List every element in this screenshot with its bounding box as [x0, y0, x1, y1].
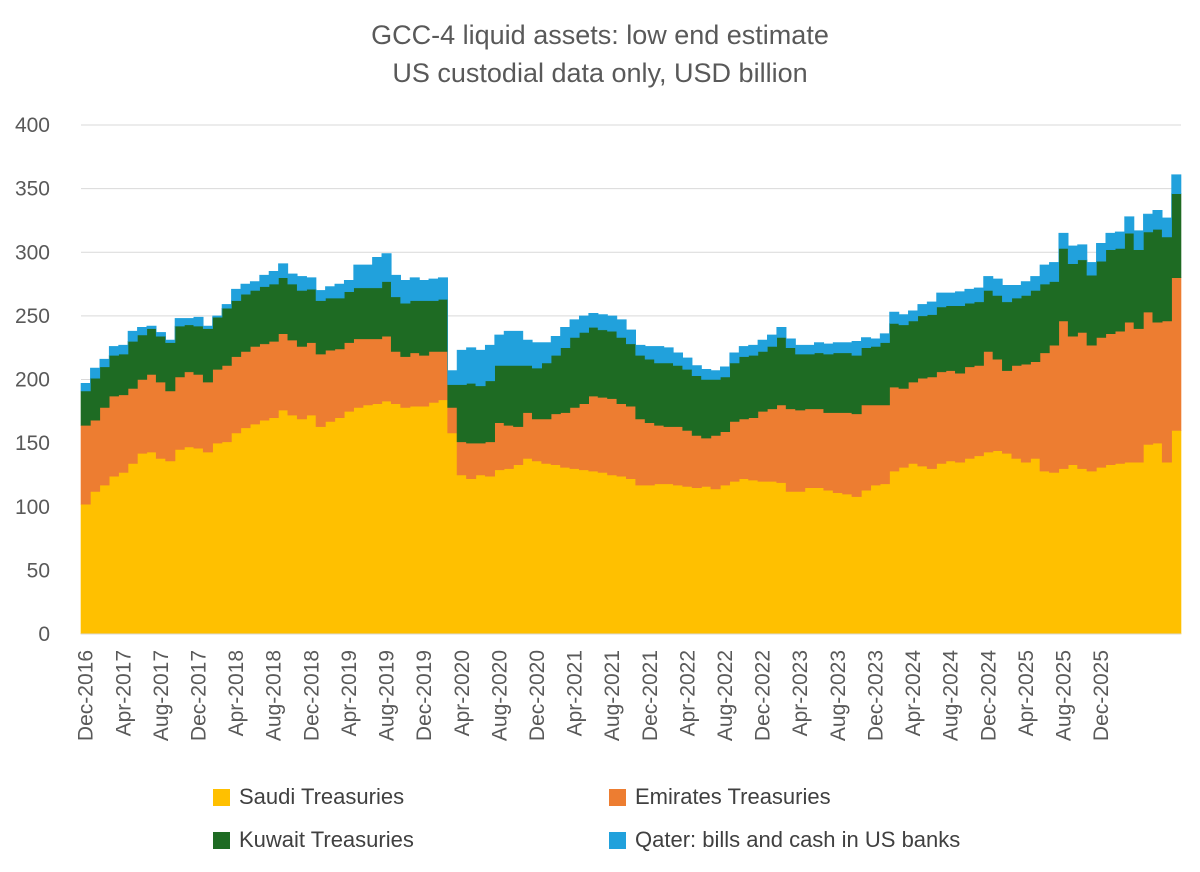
legend-item-saudi: Saudi Treasuries — [213, 784, 404, 810]
legend-item-kuwait: Kuwait Treasuries — [213, 827, 414, 853]
x-tick-label: Apr-2017 — [112, 650, 135, 736]
x-tick-label: Dec-2021 — [639, 650, 662, 741]
x-tick-label: Aug-2022 — [714, 650, 737, 741]
y-tick-label: 350 — [15, 178, 50, 201]
x-tick-label: Dec-2023 — [864, 650, 887, 741]
legend-item-qatar: Qater: bills and cash in US banks — [609, 827, 960, 853]
x-tick-label: Apr-2020 — [451, 650, 474, 736]
x-tick-label: Dec-2022 — [752, 650, 775, 741]
x-tick-label: Dec-2025 — [1090, 650, 1113, 741]
y-tick-label: 50 — [27, 559, 50, 582]
series-layer — [80, 174, 1182, 635]
x-tick-label: Dec-2017 — [188, 650, 211, 741]
x-tick-label: Dec-2024 — [977, 650, 1000, 741]
x-tick-label: Dec-2020 — [526, 650, 549, 741]
y-tick-label: 150 — [15, 432, 50, 455]
x-tick-label: Apr-2019 — [338, 650, 361, 736]
chart-subtitle: US custodial data only, USD billion — [392, 58, 808, 88]
y-tick-label: 400 — [15, 114, 50, 137]
chart-title: GCC-4 liquid assets: low end estimate — [371, 20, 829, 50]
y-tick-label: 250 — [15, 305, 50, 328]
x-tick-label: Aug-2021 — [601, 650, 624, 741]
legend-item-emirates: Emirates Treasuries — [609, 784, 831, 810]
x-tick-label: Apr-2024 — [902, 650, 925, 737]
x-tick-label: Apr-2021 — [564, 650, 587, 736]
x-tick-label: Aug-2018 — [263, 650, 286, 741]
legend-label-emirates: Emirates Treasuries — [635, 784, 831, 809]
x-tick-label: Dec-2018 — [300, 650, 323, 741]
x-tick-label: Aug-2023 — [827, 650, 850, 741]
x-tick-label: Apr-2025 — [1015, 650, 1038, 736]
legend-swatch-qatar — [609, 831, 626, 849]
legend-swatch-saudi — [213, 788, 230, 806]
y-tick-label: 100 — [15, 496, 50, 519]
legend-label-saudi: Saudi Treasuries — [239, 784, 405, 809]
x-tick-label: Aug-2025 — [1052, 650, 1075, 741]
x-tick-label: Aug-2019 — [376, 650, 399, 741]
legend-swatch-kuwait — [213, 831, 230, 849]
x-tick-label: Aug-2017 — [150, 650, 173, 741]
axes: 0 50 100 150 200 250 300 350 400 Dec-2016 Apr-2017… — [15, 114, 1181, 741]
x-tick-label: Aug-2020 — [488, 650, 511, 741]
y-tick-label: 0 — [38, 623, 50, 646]
legend-label-kuwait: Kuwait Treasuries — [239, 827, 414, 852]
x-tick-label: Apr-2018 — [225, 650, 248, 736]
x-tick-label: Dec-2016 — [75, 650, 98, 741]
x-tick-label: Apr-2022 — [676, 650, 699, 736]
series-area-qatar — [80, 174, 1182, 392]
legend-swatch-emirates — [609, 788, 626, 806]
y-tick-label: 200 — [15, 369, 50, 392]
x-tick-label: Dec-2019 — [413, 650, 436, 741]
x-tick-label: Aug-2024 — [940, 650, 963, 741]
legend-label-qatar: Qater: bills and cash in US banks — [635, 827, 961, 852]
x-tick-label: Apr-2023 — [789, 650, 812, 736]
y-tick-label: 300 — [15, 241, 50, 264]
